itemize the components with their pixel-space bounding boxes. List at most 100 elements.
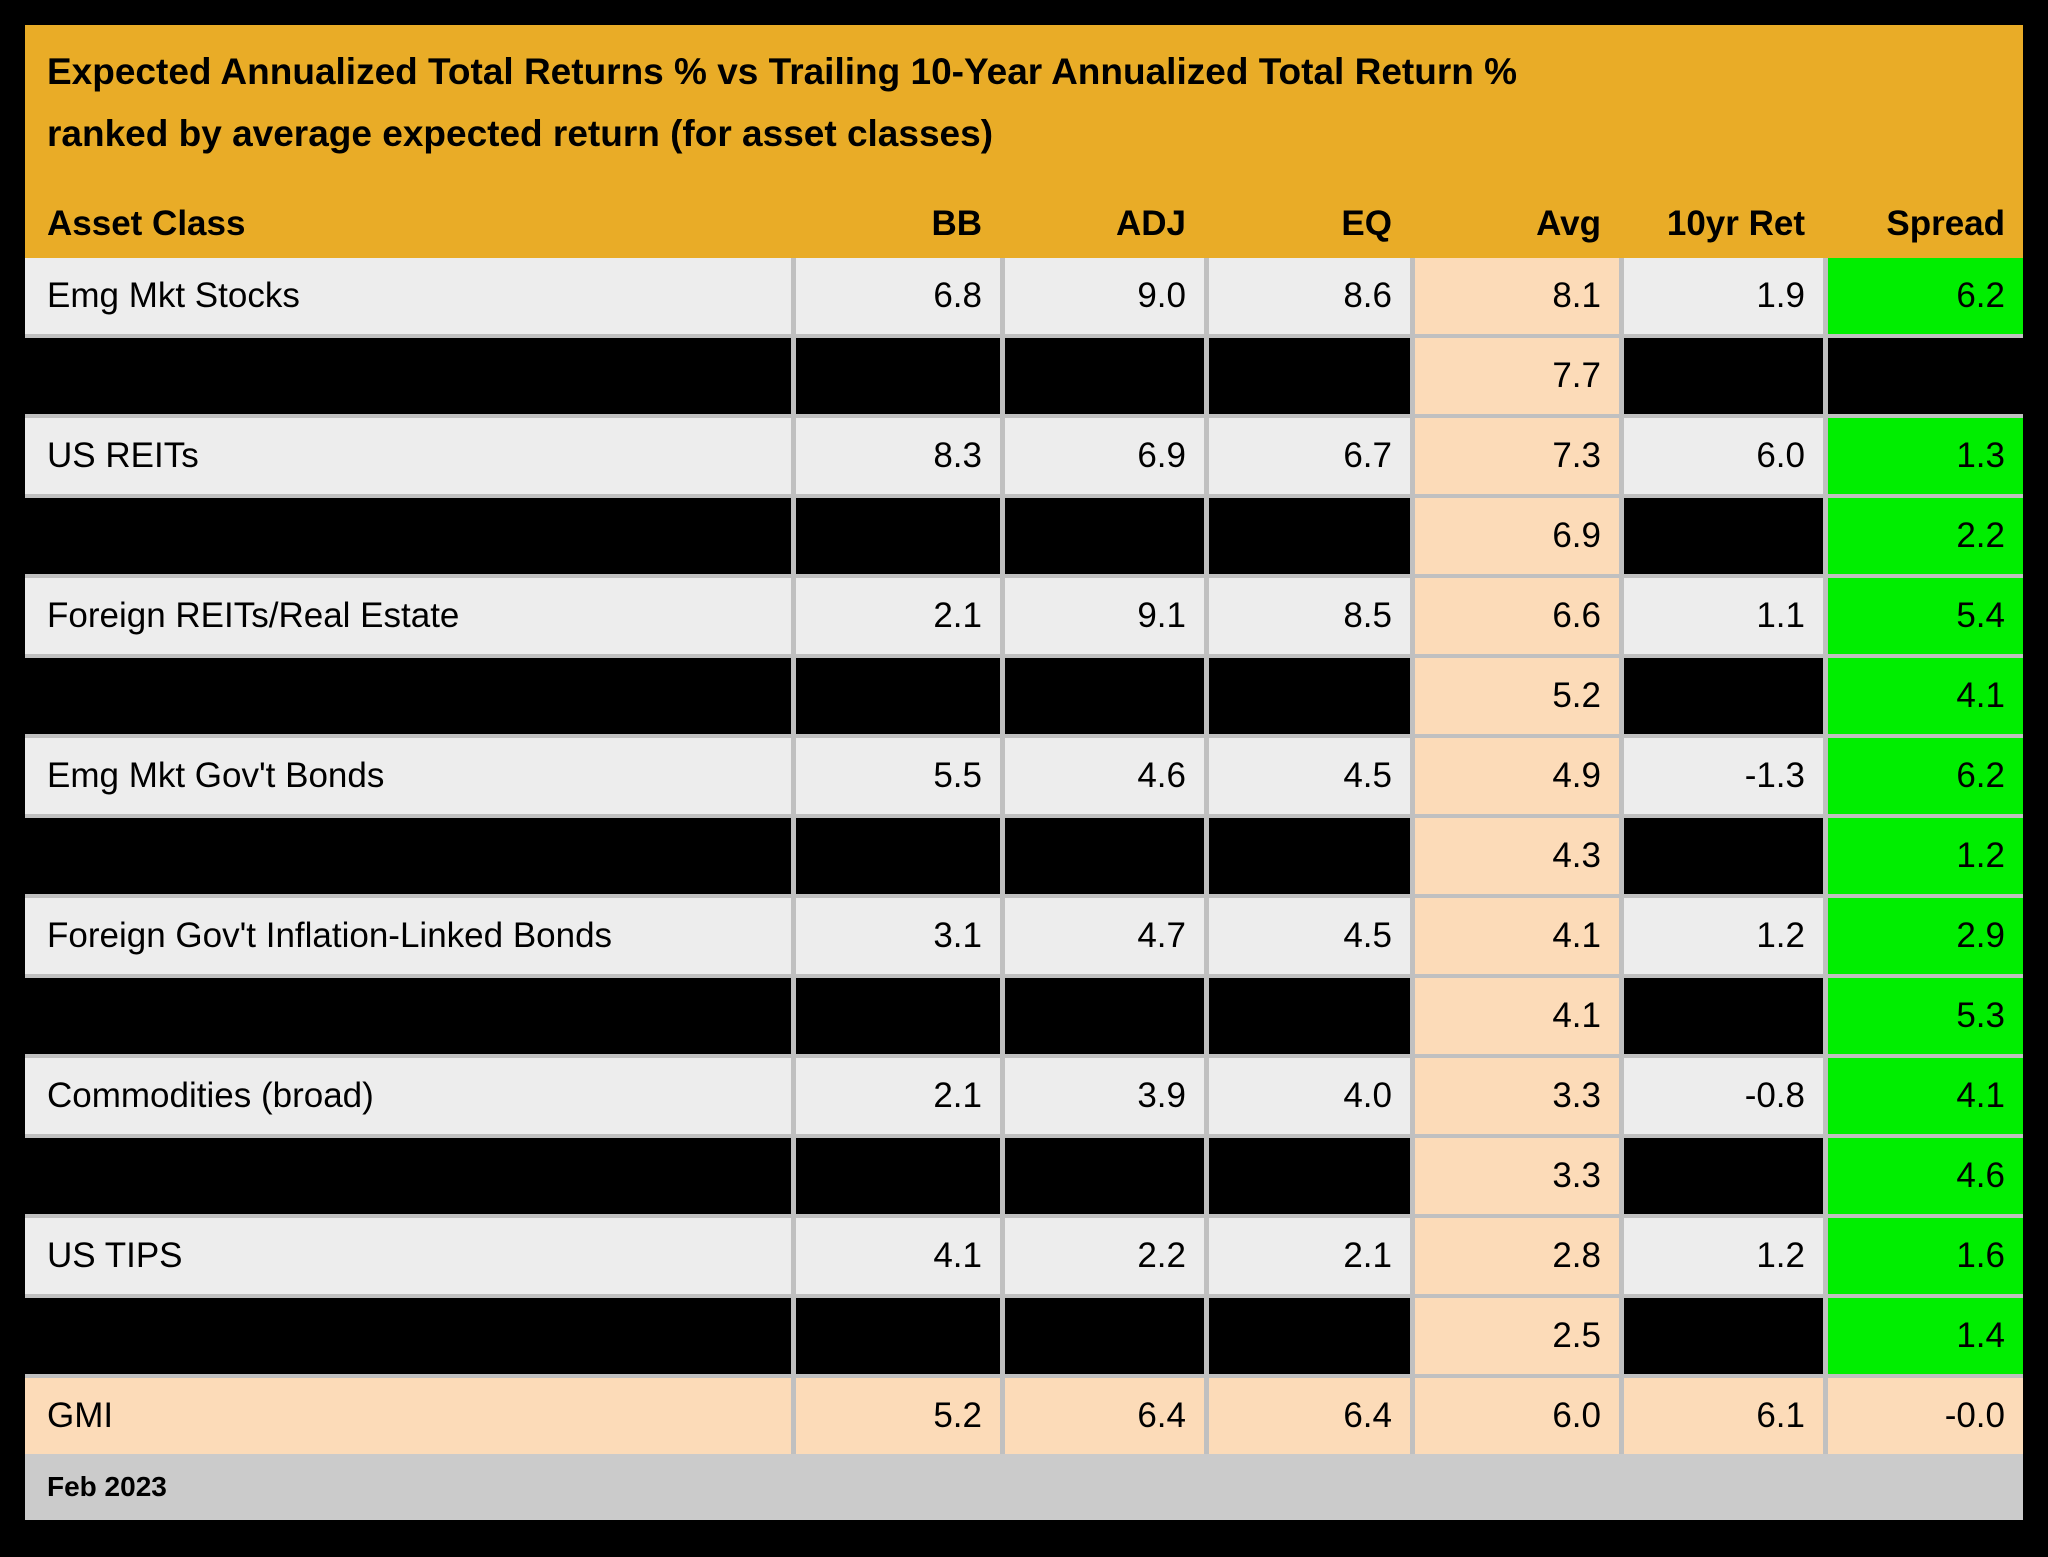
cell-avg: 7.3: [1415, 418, 1619, 494]
cell-adj: 2.2: [1005, 1218, 1204, 1294]
cell-bb: 4.1: [796, 1218, 1000, 1294]
cell-10yr-ret: [1624, 1138, 1823, 1214]
table-body: Emg Mkt Stocks 6.8 9.0 8.6 8.1 1.9 6.2 7…: [25, 258, 2023, 1454]
cell-asset-class: [25, 978, 791, 1054]
cell-avg: 3.3: [1415, 1058, 1619, 1134]
cell-adj: 3.9: [1005, 1058, 1204, 1134]
column-header-row: Asset Class BB ADJ EQ Avg 10yr Ret Sprea…: [25, 190, 2023, 258]
cell-avg: 6.6: [1415, 578, 1619, 654]
table-row: 3.3 4.6: [25, 1138, 2023, 1214]
cell-adj: 4.7: [1005, 898, 1204, 974]
column-header-asset-class: Asset Class: [47, 204, 246, 243]
cell-10yr-ret: [1624, 658, 1823, 734]
table-row: Emg Mkt Gov't Bonds 5.5 4.6 4.5 4.9 -1.3…: [25, 738, 2023, 814]
cell-avg: 7.7: [1415, 338, 1619, 414]
cell-spread: 6.2: [1828, 258, 2023, 334]
cell-asset-class: [25, 658, 791, 734]
cell-asset-class: Foreign REITs/Real Estate: [25, 578, 791, 654]
cell-eq: [1209, 338, 1410, 414]
cell-avg: 2.5: [1415, 1298, 1619, 1374]
cell-10yr-ret: 1.2: [1624, 898, 1823, 974]
table-row: Emg Mkt Stocks 6.8 9.0 8.6 8.1 1.9 6.2: [25, 258, 2023, 334]
table-row: 4.3 1.2: [25, 818, 2023, 894]
cell-adj: 6.4: [1005, 1378, 1204, 1454]
cell-spread: 5.4: [1828, 578, 2023, 654]
cell-asset-class: [25, 1138, 791, 1214]
cell-eq: [1209, 1298, 1410, 1374]
footer-date: Feb 2023: [47, 1471, 167, 1502]
cell-adj: [1005, 1298, 1204, 1374]
cell-eq: 4.5: [1209, 738, 1410, 814]
table-row: 2.5 1.4: [25, 1298, 2023, 1374]
cell-10yr-ret: 6.1: [1624, 1378, 1823, 1454]
cell-bb: [796, 338, 1000, 414]
cell-spread: 1.4: [1828, 1298, 2023, 1374]
cell-10yr-ret: 1.9: [1624, 258, 1823, 334]
cell-adj: [1005, 498, 1204, 574]
cell-adj: [1005, 338, 1204, 414]
cell-spread: -0.0: [1828, 1378, 2023, 1454]
cell-10yr-ret: [1624, 1298, 1823, 1374]
cell-eq: 8.5: [1209, 578, 1410, 654]
cell-avg: 8.1: [1415, 258, 1619, 334]
cell-eq: [1209, 978, 1410, 1054]
table-row: Commodities (broad) 2.1 3.9 4.0 3.3 -0.8…: [25, 1058, 2023, 1134]
cell-bb: 2.1: [796, 578, 1000, 654]
cell-bb: 5.5: [796, 738, 1000, 814]
column-header-eq: EQ: [1341, 204, 1392, 243]
cell-avg: 3.3: [1415, 1138, 1619, 1214]
cell-avg: 4.3: [1415, 818, 1619, 894]
cell-10yr-ret: -1.3: [1624, 738, 1823, 814]
cell-asset-class: [25, 1298, 791, 1374]
cell-eq: [1209, 818, 1410, 894]
cell-adj: 4.6: [1005, 738, 1204, 814]
cell-spread: [1828, 338, 2023, 414]
table-row: US TIPS 4.1 2.2 2.1 2.8 1.2 1.6: [25, 1218, 2023, 1294]
cell-spread: 1.6: [1828, 1218, 2023, 1294]
table-row: GMI 5.2 6.4 6.4 6.0 6.1 -0.0: [25, 1378, 2023, 1454]
cell-bb: 2.1: [796, 1058, 1000, 1134]
cell-asset-class: US REITs: [25, 418, 791, 494]
column-header-avg: Avg: [1536, 204, 1601, 243]
cell-spread: 2.9: [1828, 898, 2023, 974]
cell-eq: 8.6: [1209, 258, 1410, 334]
cell-bb: [796, 1298, 1000, 1374]
cell-avg: 6.9: [1415, 498, 1619, 574]
table-row: 6.9 2.2: [25, 498, 2023, 574]
cell-adj: [1005, 818, 1204, 894]
column-header-spread: Spread: [1886, 204, 2005, 243]
cell-10yr-ret: [1624, 338, 1823, 414]
cell-spread: 4.1: [1828, 1058, 2023, 1134]
cell-bb: [796, 818, 1000, 894]
cell-spread: 4.1: [1828, 658, 2023, 734]
table-row: 4.1 5.3: [25, 978, 2023, 1054]
cell-spread: 5.3: [1828, 978, 2023, 1054]
cell-avg: 2.8: [1415, 1218, 1619, 1294]
cell-10yr-ret: 1.2: [1624, 1218, 1823, 1294]
cell-bb: 8.3: [796, 418, 1000, 494]
cell-asset-class: Emg Mkt Gov't Bonds: [25, 738, 791, 814]
cell-bb: [796, 658, 1000, 734]
cell-adj: 9.1: [1005, 578, 1204, 654]
returns-table: Expected Annualized Total Returns % vs T…: [25, 25, 2023, 1524]
table-row: US REITs 8.3 6.9 6.7 7.3 6.0 1.3: [25, 418, 2023, 494]
column-header-10yr-ret: 10yr Ret: [1666, 204, 1805, 243]
cell-spread: 4.6: [1828, 1138, 2023, 1214]
cell-avg: 4.1: [1415, 898, 1619, 974]
cell-spread: 1.2: [1828, 818, 2023, 894]
cell-eq: [1209, 658, 1410, 734]
table-row: 7.7: [25, 338, 2023, 414]
table-footer: Feb 2023: [25, 1454, 2023, 1520]
cell-asset-class: GMI: [25, 1378, 791, 1454]
cell-bb: [796, 498, 1000, 574]
cell-spread: 1.3: [1828, 418, 2023, 494]
table-row: Foreign REITs/Real Estate 2.1 9.1 8.5 6.…: [25, 578, 2023, 654]
cell-spread: 6.2: [1828, 738, 2023, 814]
table-title-block: Expected Annualized Total Returns % vs T…: [25, 25, 2023, 190]
cell-asset-class: Foreign Gov't Inflation-Linked Bonds: [25, 898, 791, 974]
cell-adj: [1005, 658, 1204, 734]
cell-bb: 5.2: [796, 1378, 1000, 1454]
cell-eq: [1209, 1138, 1410, 1214]
cell-bb: 3.1: [796, 898, 1000, 974]
